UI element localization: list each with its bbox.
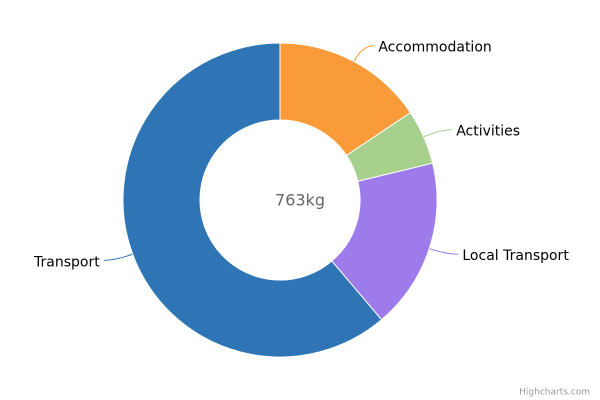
connector	[353, 45, 375, 62]
slice-label: Accommodation	[378, 40, 491, 56]
slice-label: Transport	[33, 254, 100, 270]
slice-label: Local Transport	[462, 248, 569, 264]
slice	[279, 42, 412, 157]
connector	[423, 129, 453, 138]
slice	[331, 162, 438, 321]
connector	[103, 253, 133, 261]
center-label: 763kg	[275, 191, 325, 210]
slice-label: Activities	[456, 124, 520, 140]
slice	[345, 111, 434, 182]
credits[interactable]: Highcharts.com	[519, 388, 590, 398]
connector	[429, 248, 459, 255]
slice	[122, 42, 383, 358]
